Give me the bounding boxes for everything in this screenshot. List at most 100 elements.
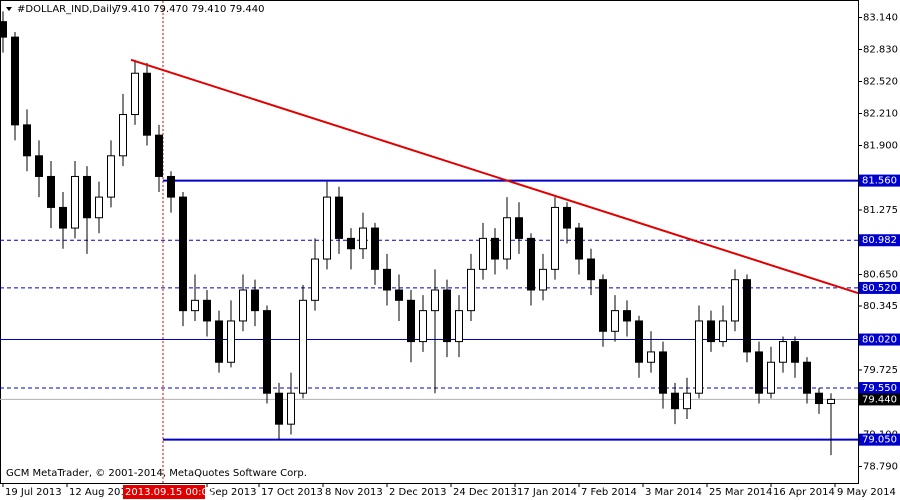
candle-body xyxy=(407,299,415,343)
level-label: 81.560 xyxy=(862,176,897,187)
x-tick-label: 17 Oct 2013 xyxy=(261,487,323,498)
candle-body xyxy=(59,206,67,229)
x-tick-label: 7 Feb 2014 xyxy=(581,487,637,498)
candle-body xyxy=(35,155,43,177)
y-tick-label: 80.345 xyxy=(863,301,898,312)
candle-body xyxy=(515,217,523,239)
x-tick-label: 16 Apr 2014 xyxy=(773,487,835,498)
candle-body xyxy=(215,320,223,363)
x-tick-label: 24 Dec 2013 xyxy=(453,487,517,498)
candle-body xyxy=(263,310,271,394)
candle-body xyxy=(143,72,151,136)
x-tick-label: 8 Nov 2013 xyxy=(325,487,383,498)
candle-body xyxy=(599,279,607,332)
level-label-box xyxy=(859,234,900,247)
candle-body xyxy=(383,268,391,291)
level-label-box xyxy=(859,382,900,395)
x-tick-label: 17 Jan 2014 xyxy=(517,487,577,498)
level-label: 80.020 xyxy=(862,335,897,346)
ohlc-text: 79.410 79.470 79.410 79.440 xyxy=(115,4,265,15)
candle-body xyxy=(659,351,667,394)
candle-body xyxy=(359,227,367,250)
y-tick-label: 81.900 xyxy=(863,140,898,151)
candle-body xyxy=(611,310,619,332)
candle-body xyxy=(731,279,739,322)
candle-body xyxy=(587,258,595,281)
y-tick-label: 79.725 xyxy=(863,365,898,376)
candle-body xyxy=(575,227,583,260)
y-tick-label: 82.210 xyxy=(863,109,898,120)
candle-body xyxy=(227,320,235,363)
candle-body xyxy=(347,237,355,250)
candle-body xyxy=(239,289,247,322)
candle-body xyxy=(695,320,703,394)
x-tick-label: 12 Aug 2013 xyxy=(69,487,133,498)
x-tick-label: Sep 2013 xyxy=(209,487,256,498)
candle-body xyxy=(623,310,631,322)
candle-body xyxy=(95,196,103,219)
candle-body xyxy=(371,227,379,270)
level-label: 79.050 xyxy=(862,435,897,446)
candle-body xyxy=(827,398,835,405)
candle-body xyxy=(431,289,439,312)
candle-body xyxy=(275,392,283,425)
candle-body xyxy=(707,320,715,343)
level-label: 79.550 xyxy=(862,383,897,394)
candle-body xyxy=(815,392,823,405)
level-label-box xyxy=(859,433,900,446)
candle-body xyxy=(131,72,139,116)
candle-body xyxy=(539,268,547,291)
trend-line xyxy=(130,58,859,295)
chart-title: #DOLLAR_IND,Daily xyxy=(17,4,118,15)
plot-area xyxy=(0,1,859,483)
y-tick-label: 78.790 xyxy=(863,461,898,472)
candle-body xyxy=(335,196,343,239)
level-label: 80.982 xyxy=(862,235,897,246)
level-label-box xyxy=(859,281,900,294)
candle-body xyxy=(71,175,79,229)
candle-body xyxy=(443,289,451,343)
level-label-box xyxy=(859,333,900,346)
candle-body xyxy=(467,268,475,312)
x-tick-label: 19 Jul 2013 xyxy=(5,487,62,498)
candle-body xyxy=(551,206,559,270)
candle-body xyxy=(743,279,751,353)
candle-body xyxy=(491,237,499,260)
candle-body xyxy=(323,196,331,260)
candle-body xyxy=(647,351,655,363)
candle-body xyxy=(503,217,511,260)
x-tick-label: 9 May 2014 xyxy=(837,487,896,498)
plot-frame xyxy=(0,0,859,484)
y-tick-label: 82.830 xyxy=(863,45,898,56)
x-tick-label: 25 Mar 2014 xyxy=(709,487,772,498)
candle-body xyxy=(155,134,163,177)
y-tick-label: 82.520 xyxy=(863,77,898,88)
vertical-label-box xyxy=(123,485,205,499)
price-label-box xyxy=(859,393,900,406)
candle-body xyxy=(119,114,127,157)
candle-body xyxy=(251,289,259,312)
candle-body xyxy=(683,392,691,410)
level-label: 80.520 xyxy=(862,283,897,294)
menu-arrow[interactable] xyxy=(6,7,12,11)
y-tick-label: 80.650 xyxy=(863,270,898,281)
candle-body xyxy=(755,351,763,394)
x-tick-label: 2 Dec 2013 xyxy=(389,487,447,498)
price-label: 79.440 xyxy=(862,394,897,405)
candle-body xyxy=(311,258,319,301)
candle-body xyxy=(191,299,199,312)
candle-body xyxy=(395,289,403,301)
candle-body xyxy=(767,361,775,394)
candle-body xyxy=(455,310,463,343)
candle-body xyxy=(11,36,19,126)
candle-body xyxy=(791,341,799,363)
candle-body xyxy=(635,320,643,363)
candle-body xyxy=(23,124,31,157)
y-tick-label: 81.275 xyxy=(863,205,898,216)
candle-body xyxy=(479,237,487,270)
candle-body xyxy=(0,21,7,38)
level-label-box xyxy=(859,174,900,187)
candle-body xyxy=(83,175,91,219)
x-tick-label: 3 Mar 2014 xyxy=(645,487,702,498)
